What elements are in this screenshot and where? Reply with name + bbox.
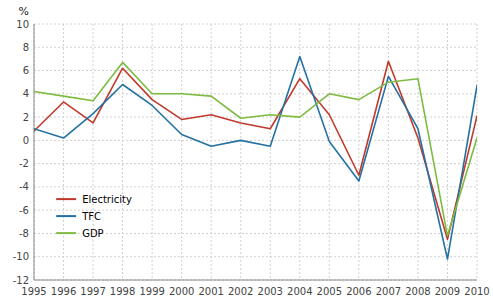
tick-label: -10 <box>13 251 29 262</box>
background <box>0 0 493 304</box>
tick-label: 2004 <box>287 286 312 297</box>
grid-line <box>34 256 477 257</box>
grid-line <box>477 24 478 280</box>
tick-label: -8 <box>19 228 29 239</box>
tick-label: -6 <box>19 205 29 216</box>
tick-label: 2002 <box>228 286 253 297</box>
tick-label: -4 <box>19 181 29 192</box>
series-line <box>34 62 477 235</box>
axis-label: % <box>19 5 29 18</box>
tick-label: -2 <box>19 158 29 169</box>
tick-label: 2005 <box>317 286 342 297</box>
grid <box>34 24 477 280</box>
legend-swatch <box>56 232 76 234</box>
grid-line <box>34 70 477 71</box>
lines <box>34 57 477 259</box>
grid-line <box>63 24 64 280</box>
tick-label: 8 <box>23 42 29 53</box>
tick-label: 1995 <box>21 286 46 297</box>
tick-label: 1999 <box>139 286 164 297</box>
grid-line <box>358 24 359 280</box>
tick-label: 2008 <box>405 286 430 297</box>
grid-line <box>299 24 300 280</box>
grid-line <box>34 163 477 164</box>
grid-line <box>34 24 35 280</box>
x-axis <box>34 280 477 281</box>
tick-label: 2006 <box>346 286 371 297</box>
tick-label: 1998 <box>110 286 135 297</box>
series-line <box>34 57 477 259</box>
legend-swatch <box>56 215 76 217</box>
grid-line <box>417 24 418 280</box>
tick-label: -12 <box>13 275 29 286</box>
grid-line <box>34 47 477 48</box>
tick-label: 2009 <box>435 286 460 297</box>
tick-label: 1996 <box>51 286 76 297</box>
tick-label: 10 <box>16 19 29 30</box>
series-line <box>34 61 477 239</box>
tick-label: 2000 <box>169 286 194 297</box>
grid-line <box>34 93 477 94</box>
legend-swatch <box>56 198 76 200</box>
tick-label: 2010 <box>464 286 489 297</box>
grid-line <box>329 24 330 280</box>
tick-label: 2007 <box>376 286 401 297</box>
grid-line <box>34 140 477 141</box>
grid-line <box>34 280 477 281</box>
legend: Electricity TFC GDP <box>56 194 132 239</box>
grid-line <box>447 24 448 280</box>
grid-line <box>34 24 477 25</box>
chart: -12 -10 -8 -6 -4 -2 0 2 4 6 8 10 1995 1996 1997 1998 199… <box>0 0 493 304</box>
grid-line <box>270 24 271 280</box>
grid-line <box>181 24 182 280</box>
legend-label: GDP <box>82 228 103 239</box>
tick-label: 2 <box>23 112 29 123</box>
grid-line <box>152 24 153 280</box>
grid-line <box>211 24 212 280</box>
y-axis <box>34 24 35 280</box>
grid-line <box>240 24 241 280</box>
legend-label: Electricity <box>82 194 132 205</box>
tick-label: 0 <box>23 135 29 146</box>
legend-label: TFC <box>81 211 101 222</box>
tick-label: 4 <box>23 88 29 99</box>
grid-line <box>93 24 94 280</box>
tick-label: 2003 <box>258 286 283 297</box>
tick-label: 1997 <box>80 286 105 297</box>
grid-line <box>34 186 477 187</box>
tick-label: 2001 <box>198 286 223 297</box>
tick-label: 6 <box>23 65 29 76</box>
